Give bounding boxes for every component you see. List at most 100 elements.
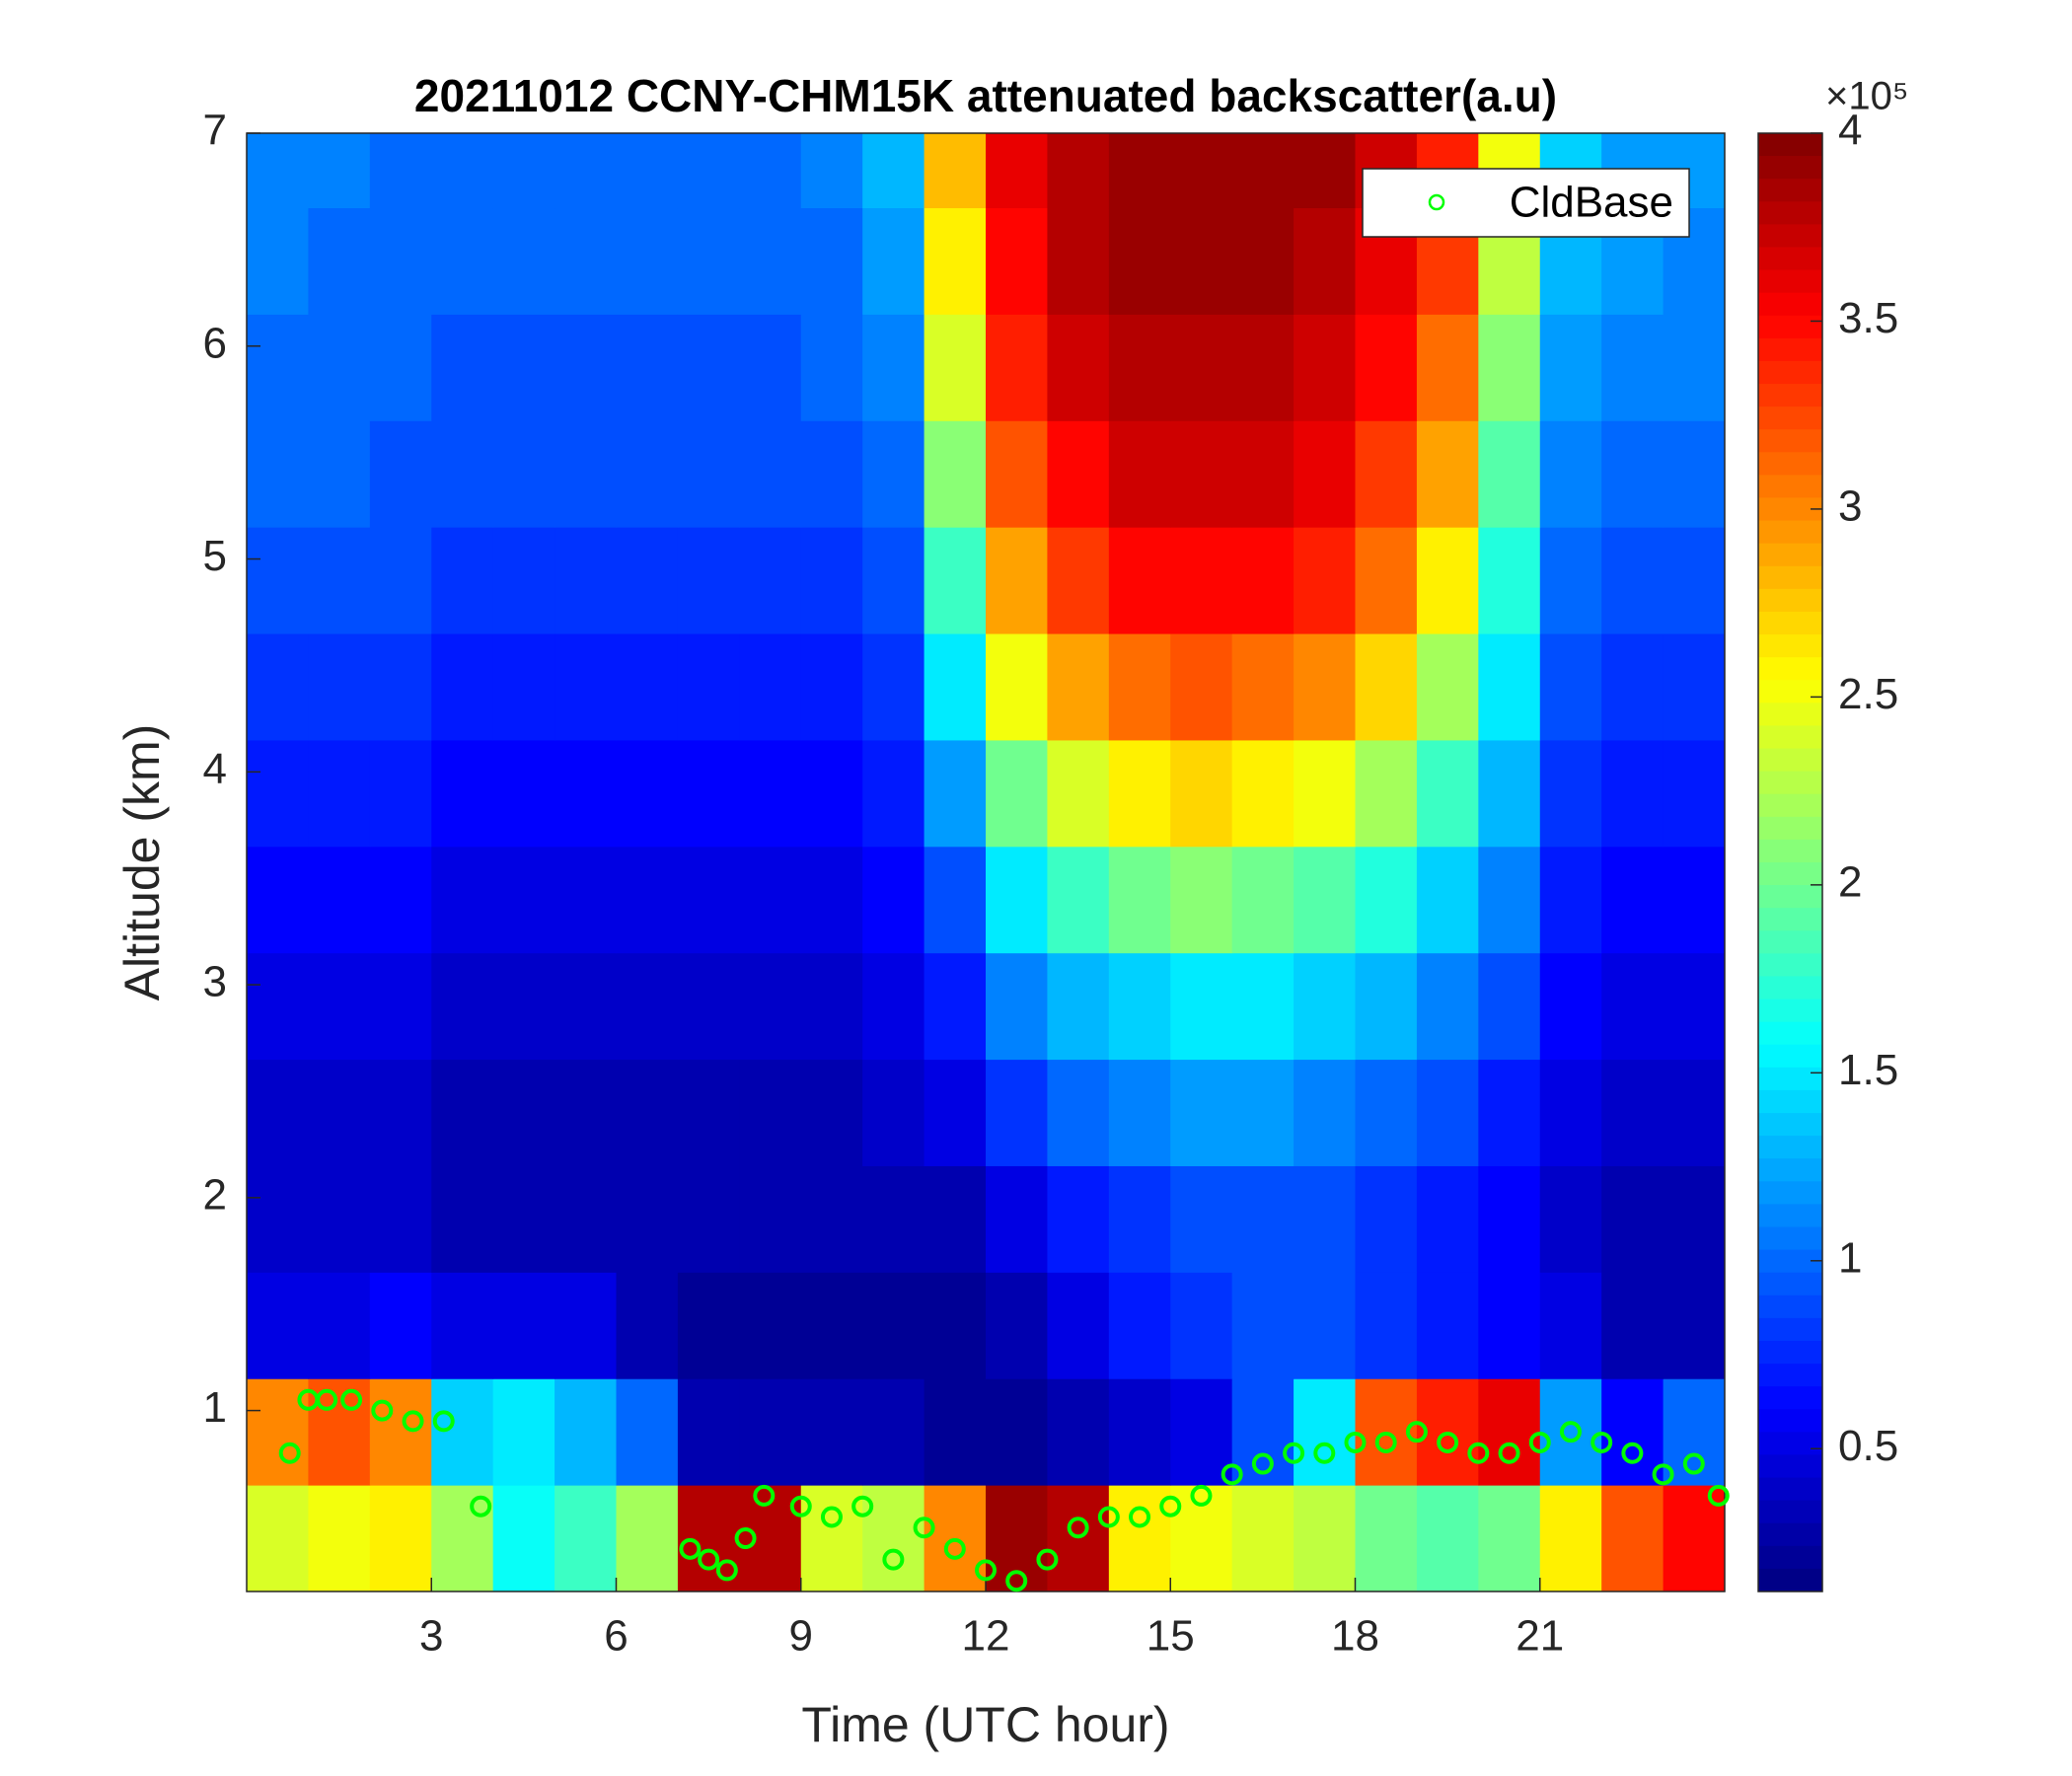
heatmap-cell: [1416, 314, 1479, 421]
heatmap-cell: [247, 633, 309, 741]
colorbar-segment: [1758, 520, 1822, 545]
heatmap-cell: [369, 133, 432, 209]
x-tick-label: 21: [1516, 1612, 1564, 1661]
heatmap-cell: [431, 739, 494, 848]
colorbar-segment: [1758, 1067, 1822, 1091]
heatmap-cell: [1416, 1272, 1479, 1379]
heatmap-cell: [924, 846, 987, 954]
colorbar-segment: [1758, 1409, 1822, 1433]
colorbar-segment: [1758, 680, 1822, 703]
heatmap-cell: [1231, 739, 1295, 848]
heatmap-cell: [986, 739, 1048, 848]
heatmap-cell: [616, 314, 679, 421]
heatmap-cell: [677, 527, 740, 634]
heatmap-cell: [1294, 1272, 1356, 1379]
colorbar-tick-label: 2: [1838, 857, 1862, 906]
heatmap-cell: [1231, 1272, 1295, 1379]
heatmap-cell: [492, 314, 555, 421]
heatmap-cell: [1231, 527, 1295, 634]
heatmap-cell: [247, 314, 309, 421]
heatmap-cell: [308, 527, 371, 634]
heatmap-cell: [986, 633, 1048, 741]
heatmap-cell: [616, 1165, 679, 1273]
heatmap-cell: [1231, 1485, 1295, 1591]
heatmap-cell: [431, 207, 494, 315]
heatmap-cell: [1539, 420, 1602, 528]
colorbar-segment: [1758, 1432, 1822, 1455]
heatmap-cell: [1047, 207, 1110, 315]
cloud-base-point: [1621, 1442, 1644, 1464]
heatmap-cell: [1416, 739, 1479, 848]
heatmap-cell: [616, 1272, 679, 1379]
colorbar-segment: [1758, 543, 1822, 567]
x-tick-label: 12: [962, 1612, 1010, 1661]
heatmap-cell: [739, 1059, 802, 1166]
heatmap-cell: [555, 846, 617, 954]
heatmap-cell: [739, 1378, 802, 1486]
heatmap-cell: [924, 1272, 987, 1379]
heatmap-cell: [616, 133, 679, 209]
heatmap-cell: [247, 527, 309, 634]
cloud-base-point: [753, 1484, 776, 1507]
heatmap-cell: [739, 846, 802, 954]
heatmap-cell: [431, 633, 494, 741]
cloud-base-point: [882, 1548, 905, 1571]
colorbar-segment: [1758, 565, 1822, 590]
heatmap-cell: [800, 1272, 863, 1379]
cloud-base-point: [1374, 1431, 1397, 1453]
heatmap-cell: [1294, 1485, 1356, 1591]
heatmap-cell: [1663, 739, 1725, 848]
heatmap-cell: [431, 1272, 494, 1379]
heatmap-cell: [1294, 739, 1356, 848]
colorbar-segment: [1758, 1226, 1822, 1251]
x-tick-label: 3: [419, 1612, 443, 1661]
colorbar-segment: [1758, 429, 1822, 453]
cloud-base-point: [1129, 1506, 1151, 1528]
heatmap-cell: [1170, 739, 1233, 848]
heatmap-cell: [1294, 846, 1356, 954]
cloud-base-point: [1036, 1548, 1059, 1571]
heatmap-cell: [247, 952, 309, 1061]
heatmap-cell: [308, 207, 371, 315]
heatmap-cell: [1170, 1059, 1233, 1166]
heatmap-cell: [1355, 1272, 1418, 1379]
heatmap-cell: [862, 1485, 925, 1591]
heatmap-cell: [862, 207, 925, 315]
heatmap-cell: [677, 1378, 740, 1486]
colorbar-segment: [1758, 1568, 1822, 1592]
heatmap-cell: [1108, 527, 1171, 634]
heatmap-cell: [862, 1378, 925, 1486]
colorbar-segment: [1758, 1158, 1822, 1182]
heatmap-cell: [369, 314, 432, 421]
heatmap-cell: [924, 952, 987, 1061]
colorbar-segment: [1758, 953, 1822, 977]
heatmap-cell: [1601, 1272, 1665, 1379]
cloud-base-point: [975, 1559, 997, 1582]
cloud-base-point: [1005, 1570, 1028, 1592]
heatmap-cell: [862, 420, 925, 528]
cloud-base-point: [1344, 1431, 1367, 1453]
heatmap-cell: [1478, 739, 1541, 848]
heatmap-cell: [431, 1059, 494, 1166]
heatmap-cell: [1170, 527, 1233, 634]
heatmap-cell: [431, 1485, 494, 1591]
colorbar-segment: [1758, 1204, 1822, 1227]
colorbar-segment: [1758, 269, 1822, 294]
heatmap-cell: [1355, 739, 1418, 848]
legend-box: [1362, 168, 1690, 238]
cloud-base-point: [1221, 1463, 1243, 1486]
y-tick-label: 7: [203, 107, 227, 155]
heatmap-cell: [247, 739, 309, 848]
cloud-base-point: [402, 1410, 424, 1433]
cloud-base-point: [943, 1537, 966, 1560]
heatmap-cell: [1601, 846, 1665, 954]
heatmap-cell: [1355, 1485, 1418, 1591]
heatmap-cell: [308, 952, 371, 1061]
heatmap-cell: [800, 1378, 863, 1486]
heatmap-cell: [1478, 1378, 1541, 1486]
cloud-base-point: [371, 1399, 394, 1422]
heatmap-cell: [739, 314, 802, 421]
heatmap-cell: [247, 133, 309, 209]
heatmap-cell: [1478, 527, 1541, 634]
